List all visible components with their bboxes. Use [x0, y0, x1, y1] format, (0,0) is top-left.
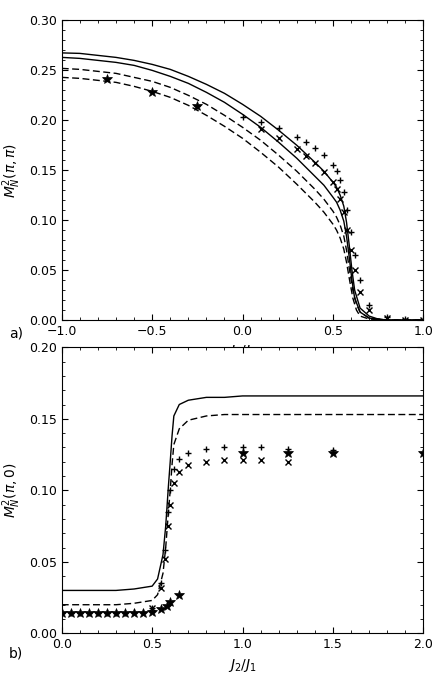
- Text: b): b): [9, 646, 23, 660]
- X-axis label: $J_2/J_1$: $J_2/J_1$: [228, 656, 257, 674]
- Y-axis label: $M_N^2(\pi,\pi)$: $M_N^2(\pi,\pi)$: [1, 143, 23, 197]
- Y-axis label: $M_N^2(\pi,0)$: $M_N^2(\pi,0)$: [1, 462, 23, 518]
- Text: a): a): [9, 326, 23, 340]
- X-axis label: $J_2/J_1$: $J_2/J_1$: [228, 343, 257, 360]
